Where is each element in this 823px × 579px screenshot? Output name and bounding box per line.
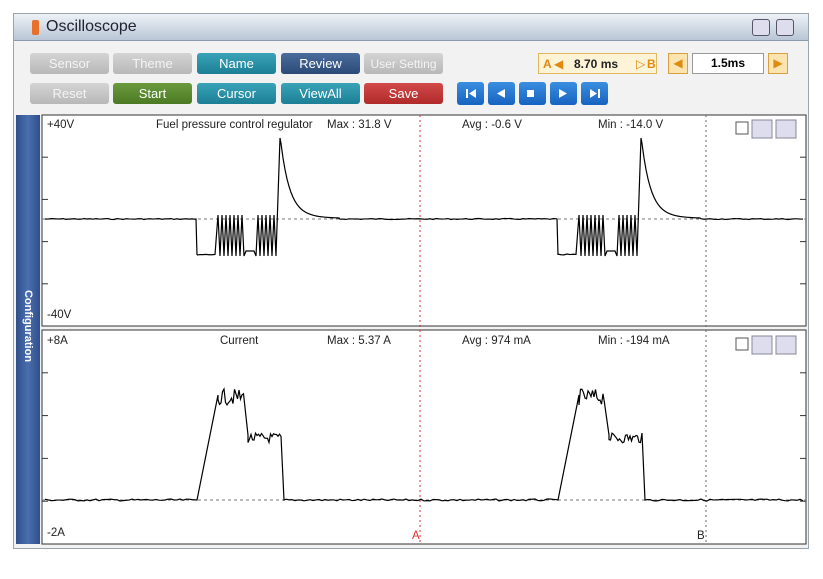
channel-panel <box>41 329 807 545</box>
side-tab[interactable]: Configuration <box>16 115 40 544</box>
time-div: 1.5ms <box>692 53 764 74</box>
add-button[interactable] <box>751 119 773 139</box>
name-button[interactable]: Name <box>197 53 276 74</box>
playback-icons <box>466 89 600 98</box>
channel-panel <box>41 114 807 327</box>
window-title: Oscilloscope <box>46 18 137 35</box>
ch2-avg: Avg : 974 mA <box>462 335 531 347</box>
close-button[interactable] <box>775 335 797 355</box>
time-down-button[interactable]: ◀ <box>668 53 688 74</box>
save-button[interactable]: Save <box>364 83 443 104</box>
viewall-button[interactable]: ViewAll <box>281 83 360 104</box>
restore-button[interactable] <box>752 19 770 36</box>
user-setting-button[interactable]: User Setting <box>364 53 443 74</box>
ch1-waveform <box>44 137 804 257</box>
start-button[interactable]: Start <box>113 83 192 104</box>
checkbox[interactable] <box>735 121 749 135</box>
title-bar: Oscilloscope <box>14 14 808 41</box>
title-icon <box>32 20 39 35</box>
cursor-a-marker: A <box>412 530 420 542</box>
review-button[interactable]: Review <box>281 53 360 74</box>
ch2-bottom-scale: -2A <box>47 527 65 539</box>
ch1-max: Max : 31.8 V <box>327 119 392 131</box>
add-button[interactable] <box>751 335 773 355</box>
ch1-min: Min : -14.0 V <box>598 119 664 131</box>
ch1-avg: Avg : -0.6 V <box>462 119 522 131</box>
ch2-top-scale: +8A <box>47 335 68 347</box>
ch2-name: Current <box>220 335 259 347</box>
sensor-button[interactable]: Sensor <box>30 53 109 74</box>
ch2-max: Max : 5.37 A <box>327 335 391 347</box>
menu-button[interactable] <box>776 19 794 36</box>
close-button[interactable] <box>775 119 797 139</box>
cursor-button[interactable]: Cursor <box>197 83 276 104</box>
cursor-b-label: B <box>647 57 656 71</box>
checkbox[interactable] <box>735 337 749 351</box>
cursor-b-marker: B <box>697 530 705 542</box>
ch1-name: Fuel pressure control regulator <box>156 119 313 131</box>
ch2-min: Min : -194 mA <box>598 335 670 347</box>
ch2-waveform <box>44 387 804 502</box>
cursor-readout: A ◀ 8.70 ms ▷ B <box>538 53 657 74</box>
ch1-top-scale: +40V <box>47 119 75 131</box>
theme-button[interactable]: Theme <box>113 53 192 74</box>
arrow-left: ◀ <box>554 57 564 71</box>
ch1-bottom-scale: -40V <box>47 309 72 321</box>
time-up-button[interactable]: ▶ <box>768 53 788 74</box>
reset-button[interactable]: Reset <box>30 83 109 104</box>
arrow-right: ▷ <box>636 57 646 71</box>
ch1-controls <box>735 119 797 355</box>
cursor-delta: 8.70 ms <box>574 57 619 71</box>
cursor-a-label: A <box>543 57 552 71</box>
